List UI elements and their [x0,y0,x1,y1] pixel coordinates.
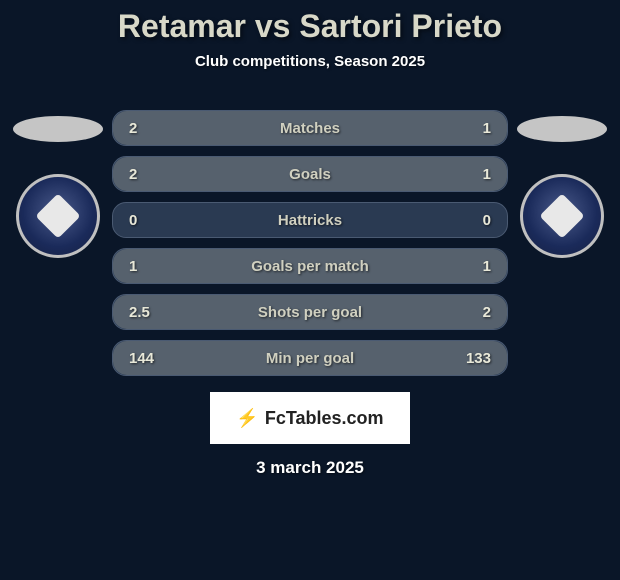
stats-column: 2 Matches 1 2 Goals 1 0 Hattricks 0 [108,110,512,386]
stat-value-right: 2 [483,304,491,321]
subtitle: Club competitions, Season 2025 [0,53,620,70]
chart-icon: ⚡ [236,408,258,429]
date-label: 3 march 2025 [0,458,620,478]
left-player-col [8,110,108,258]
stat-row-goals-per-match: 1 Goals per match 1 [112,248,508,284]
stat-value-right: 0 [483,212,491,229]
stat-value-right: 1 [483,166,491,183]
left-player-avatar [16,174,100,258]
right-player-col [512,110,612,258]
stat-label: Matches [113,120,507,137]
stat-label: Goals [113,166,507,183]
footer-brand: FcTables.com [265,408,384,429]
main-row: 2 Matches 1 2 Goals 1 0 Hattricks 0 [0,110,620,386]
stat-value-right: 1 [483,120,491,137]
stat-value-right: 1 [483,258,491,275]
stat-label: Hattricks [113,212,507,229]
stat-row-hattricks: 0 Hattricks 0 [112,202,508,238]
stat-value-right: 133 [466,350,491,367]
stat-label: Shots per goal [113,304,507,321]
right-ellipse [517,116,607,142]
left-ellipse [13,116,103,142]
stat-label: Goals per match [113,258,507,275]
stat-row-min-per-goal: 144 Min per goal 133 [112,340,508,376]
stat-row-goals: 2 Goals 1 [112,156,508,192]
stat-row-shots-per-goal: 2.5 Shots per goal 2 [112,294,508,330]
right-player-avatar [520,174,604,258]
stat-row-matches: 2 Matches 1 [112,110,508,146]
page-title: Retamar vs Sartori Prieto [0,8,620,45]
comparison-card: Retamar vs Sartori Prieto Club competiti… [0,0,620,580]
stat-label: Min per goal [113,350,507,367]
footer-badge[interactable]: ⚡ FcTables.com [210,392,410,444]
